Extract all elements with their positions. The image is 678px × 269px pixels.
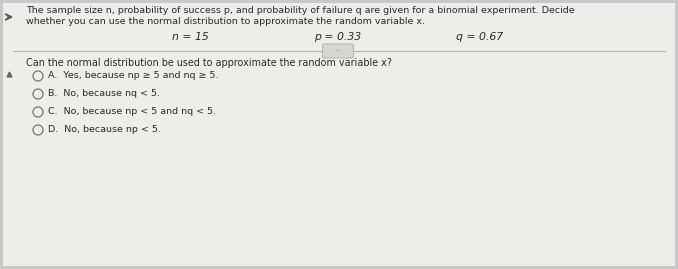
Text: p = 0.33: p = 0.33 (315, 32, 361, 42)
Text: ···: ··· (335, 48, 341, 54)
Text: q = 0.67: q = 0.67 (456, 32, 504, 42)
Text: whether you can use the normal distribution to approximate the random variable x: whether you can use the normal distribut… (26, 17, 425, 26)
FancyBboxPatch shape (3, 3, 675, 139)
Text: A.  Yes, because np ≥ 5 and nq ≥ 5.: A. Yes, because np ≥ 5 and nq ≥ 5. (48, 72, 218, 80)
Text: Can the normal distribution be used to approximate the random variable x?: Can the normal distribution be used to a… (26, 58, 392, 68)
FancyBboxPatch shape (3, 132, 675, 266)
Text: C.  No, because np < 5 and nq < 5.: C. No, because np < 5 and nq < 5. (48, 108, 216, 116)
Text: n = 15: n = 15 (172, 32, 208, 42)
FancyBboxPatch shape (3, 3, 675, 266)
Text: The sample size n, probability of success p, and probability of failure q are gi: The sample size n, probability of succes… (26, 6, 575, 15)
Text: D.  No, because np < 5.: D. No, because np < 5. (48, 126, 161, 134)
Text: B.  No, because nq < 5.: B. No, because nq < 5. (48, 90, 160, 98)
FancyBboxPatch shape (323, 44, 353, 58)
